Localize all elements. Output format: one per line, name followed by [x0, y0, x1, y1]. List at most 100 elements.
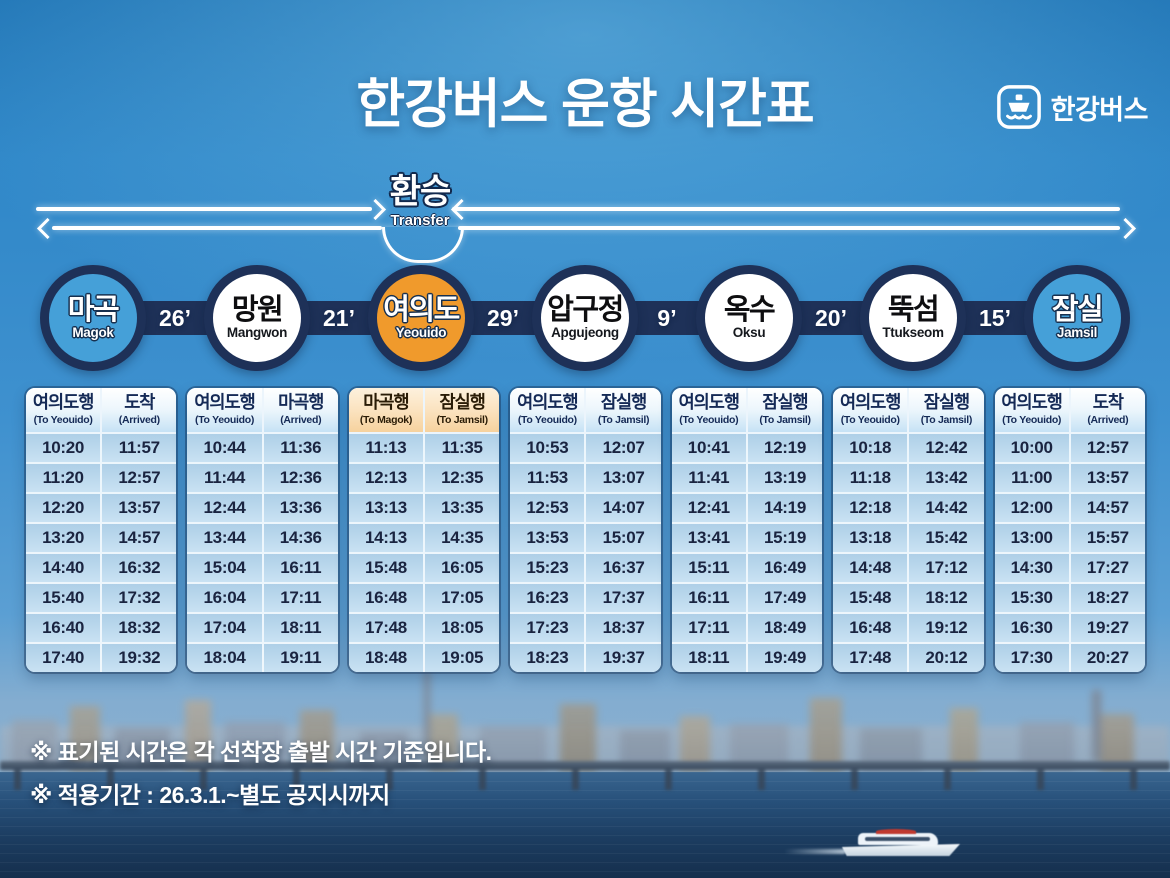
time-cell: 14:35 [425, 524, 500, 552]
station-name-ko: 뚝섬 [887, 294, 940, 327]
time-cell: 15:48 [348, 554, 424, 582]
bridge-pillars [14, 770, 1170, 790]
time-cell: 16:11 [671, 584, 746, 612]
time-cell: 19:27 [1070, 614, 1145, 642]
station-badge: 뚝섬 Ttukseom [860, 265, 966, 371]
time-cell: 16:48 [348, 584, 424, 612]
column-header-en: (To Yeouido) [195, 413, 255, 426]
time-cell: 20:27 [1070, 644, 1145, 672]
time-cell: 16:37 [586, 554, 661, 582]
time-cell: 14:13 [348, 524, 424, 552]
time-cell: 17:37 [586, 584, 661, 612]
column-header-ko: 여의도행 [840, 392, 901, 413]
column-header-en: (To Jamsil) [597, 413, 650, 426]
station-name-ko: 여의도 [383, 294, 460, 327]
time-cell: 12:07 [586, 434, 661, 462]
time-cell: 17:11 [671, 614, 746, 642]
boat-stripe [876, 829, 916, 834]
time-cell: 17:40 [26, 644, 101, 672]
column-header-en: (Arrived) [280, 413, 322, 426]
transfer-label: 환승 Transfer [390, 175, 452, 229]
time-cell: 11:57 [102, 434, 177, 462]
time-cell: 18:32 [102, 614, 177, 642]
time-cell: 10:44 [187, 434, 262, 462]
travel-time-label: 9’ [657, 304, 677, 331]
time-cell: 10:20 [26, 434, 101, 462]
ferry-boat [784, 829, 972, 863]
column-header-ko: 마곡행 [363, 392, 409, 413]
time-cell: 12:36 [263, 464, 338, 492]
column-header: 잠실행 (To Jamsil) [425, 388, 500, 432]
page-title: 한강버스 운항 시간표 [356, 75, 814, 134]
time-cell: 18:11 [263, 614, 338, 642]
time-cell: 12:41 [671, 494, 746, 522]
travel-time-label: 21’ [323, 304, 355, 331]
time-cell: 17:05 [425, 584, 500, 612]
timetable-card: 마곡행 (To Magok) 잠실행 (To Jamsil) 11:13 11:3… [348, 388, 500, 672]
time-cell: 12:57 [1070, 434, 1145, 462]
city-skyline [0, 670, 1170, 772]
time-cell: 14:07 [586, 494, 661, 522]
time-cell: 14:19 [747, 494, 823, 522]
column-header-en: (To Yeouido) [33, 413, 93, 426]
column-header: 잠실행 (To Jamsil) [586, 388, 661, 432]
time-cell: 13:42 [909, 464, 984, 492]
time-cell: 13:41 [671, 524, 746, 552]
column-header: 도착 (Arrived) [1070, 388, 1145, 432]
time-cell: 13:35 [425, 494, 500, 522]
station-name-ko: 옥수 [723, 294, 776, 327]
time-cell: 13:53 [510, 524, 585, 552]
station-name-en: Magok [72, 325, 114, 341]
station-name-en: Oksu [732, 325, 766, 341]
column-header: 도착 (Arrived) [102, 388, 177, 432]
time-cell: 12:19 [747, 434, 823, 462]
column-header: 잠실행 (To Jamsil) [747, 388, 823, 432]
transfer-arrow-line [458, 226, 1120, 230]
time-cell: 14:36 [263, 524, 338, 552]
column-header: 여의도행 (To Yeouido) [833, 388, 908, 432]
column-header: 마곡행 (To Magok) [348, 388, 424, 432]
time-cell: 15:19 [747, 524, 823, 552]
time-cell: 11:00 [994, 464, 1069, 492]
time-cell: 11:53 [510, 464, 585, 492]
time-cell: 17:12 [909, 554, 984, 582]
time-cell: 12:18 [833, 494, 908, 522]
station-badge: 망원 Mangwon [204, 265, 310, 371]
time-cell: 14:57 [102, 524, 177, 552]
column-header: 여의도행 (To Yeouido) [187, 388, 262, 432]
travel-time-label: 15’ [979, 304, 1011, 331]
time-cell: 12:53 [510, 494, 585, 522]
travel-time-label: 29’ [487, 304, 519, 331]
column-header-en: (To Yeouido) [517, 413, 577, 426]
time-cell: 11:44 [187, 464, 262, 492]
time-cell: 19:37 [586, 644, 661, 672]
time-cell: 17:23 [510, 614, 585, 642]
time-cell: 19:11 [263, 644, 338, 672]
column-header-ko: 여의도행 [1001, 392, 1062, 413]
time-cell: 19:49 [747, 644, 823, 672]
boat-hull [842, 844, 960, 856]
time-cell: 16:05 [425, 554, 500, 582]
time-cell: 14:57 [1070, 494, 1145, 522]
timetable-card: 여의도행 (To Yeouido) 마곡행 (Arrived) 10:44 11:… [187, 388, 338, 672]
time-cell: 13:20 [26, 524, 101, 552]
time-cell: 11:13 [348, 434, 424, 462]
time-cell: 11:41 [671, 464, 746, 492]
station-badge: 마곡 Magok [40, 265, 146, 371]
column-header-en: (To Jamsil) [920, 413, 973, 426]
time-cell: 15:42 [909, 524, 984, 552]
station-name-ko: 압구정 [547, 294, 624, 327]
station-badge: 압구정 Apgujeong [532, 265, 638, 371]
time-cell: 14:40 [26, 554, 101, 582]
column-header-en: (Arrived) [1087, 413, 1129, 426]
time-cell: 15:11 [671, 554, 746, 582]
transfer-arrow-line [52, 226, 382, 230]
time-cell: 15:57 [1070, 524, 1145, 552]
transfer-arrow-line [452, 207, 1120, 211]
column-header: 마곡행 (Arrived) [263, 388, 338, 432]
travel-time-label: 26’ [159, 304, 191, 331]
time-cell: 17:27 [1070, 554, 1145, 582]
column-header: 여의도행 (To Yeouido) [510, 388, 585, 432]
timetable-card: 여의도행 (To Yeouido) 잠실행 (To Jamsil) 10:41 1… [671, 388, 823, 672]
